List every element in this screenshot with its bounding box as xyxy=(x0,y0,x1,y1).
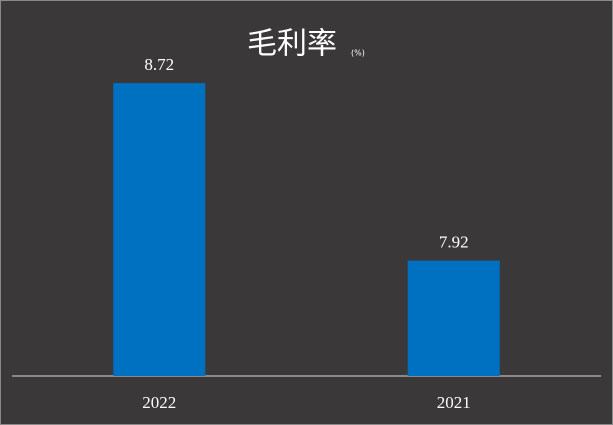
bar xyxy=(113,83,206,376)
bar xyxy=(407,260,500,376)
data-label: 8.72 xyxy=(144,55,174,74)
x-tick-label: 2022 xyxy=(142,393,176,412)
data-label: 7.92 xyxy=(439,233,469,252)
chart-unit: (%) xyxy=(351,49,365,58)
chart-title: 毛利率 xyxy=(247,27,337,62)
x-tick-label: 2021 xyxy=(437,393,471,412)
